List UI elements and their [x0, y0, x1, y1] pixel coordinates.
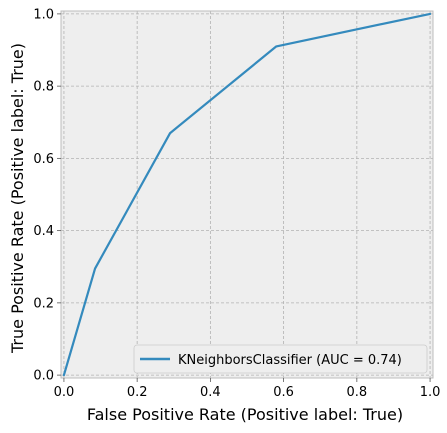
roc-curve-line	[62, 12, 432, 377]
x-tick-label: 0.2	[127, 385, 148, 400]
x-tick-label: 0.4	[200, 385, 221, 400]
x-tick-label: 0.6	[273, 385, 294, 400]
y-tick-label: 1.0	[33, 7, 54, 22]
x-tick-label: 1.0	[420, 385, 441, 400]
x-tick-label: 0.8	[346, 385, 367, 400]
plot-frame	[60, 10, 434, 379]
y-tick-label: 0.6	[33, 152, 54, 167]
grid-lines	[61, 11, 433, 378]
y-axis-label: True Positive Rate (Positive label: True…	[8, 43, 27, 354]
legend-entry: KNeighborsClassifier (AUC = 0.74)	[178, 353, 402, 368]
legend: KNeighborsClassifier (AUC = 0.74)	[133, 344, 428, 374]
axis-ticks: 0.0 0.2 0.4 0.6 0.8 1.0 0.0 0.2 0.4 0.6 0.8 1.0	[33, 7, 440, 400]
series-layer	[62, 12, 432, 377]
y-tick-label: 0.2	[33, 296, 54, 311]
y-tick-label: 0.0	[33, 369, 54, 384]
x-tick-label: 0.0	[54, 385, 75, 400]
y-tick-label: 0.4	[33, 224, 54, 239]
plot-area	[61, 11, 433, 378]
x-axis-label: False Positive Rate (Positive label: Tru…	[87, 405, 403, 424]
legend-box	[133, 344, 428, 374]
y-tick-label: 0.8	[33, 80, 54, 95]
